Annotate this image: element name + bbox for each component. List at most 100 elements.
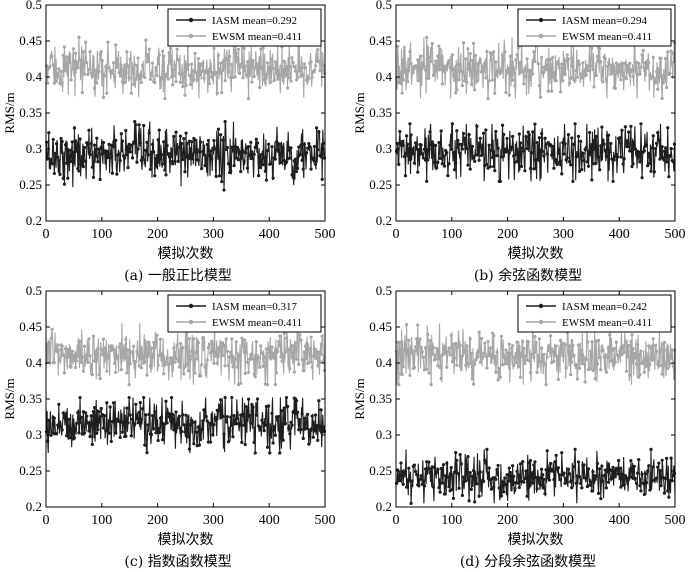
data-point [517,132,521,136]
data-point [600,464,604,468]
data-point [640,53,644,57]
data-point [147,344,151,348]
data-point [57,402,61,406]
data-point [55,432,59,436]
data-point [600,72,604,76]
data-point [464,57,468,61]
data-point [75,359,79,363]
data-point [202,153,206,157]
data-point [95,431,99,435]
data-point [451,496,456,501]
data-point [70,67,74,71]
data-point [584,357,588,362]
data-point [319,352,323,356]
data-point [557,473,562,477]
data-point [607,480,611,484]
y-tick-label: 0.2 [26,499,42,514]
data-point [663,361,668,365]
y-tick-label: 0.3 [376,141,392,156]
data-point [322,429,327,433]
data-point [290,173,294,177]
x-tick-label: 300 [553,227,574,242]
data-point [106,429,110,433]
data-point [531,481,535,485]
x-tick-label: 500 [665,513,686,528]
data-point [222,432,226,436]
data-point [176,159,180,163]
data-point [461,131,466,136]
data-point [277,340,281,344]
data-point [644,143,649,147]
data-point [590,46,594,51]
data-point [85,414,89,418]
data-point [671,364,675,368]
data-point [594,134,598,138]
data-point [187,447,192,451]
data-point [119,420,123,424]
data-point [522,480,526,484]
data-point [232,359,236,363]
data-point [473,159,477,163]
series-markers-ewsm [394,322,677,387]
data-point [193,420,197,424]
data-point [186,435,190,439]
data-point [51,137,55,142]
data-point [474,476,478,481]
data-point [137,364,141,368]
data-point [190,140,194,144]
data-point [461,41,466,45]
data-point [214,354,218,358]
series-ewsm [394,322,677,387]
data-point [559,477,563,482]
data-point [471,41,476,45]
data-point [275,350,280,354]
data-point [241,414,245,418]
data-point [84,40,88,44]
data-point [271,351,275,355]
data-point [494,370,498,374]
data-point [144,355,148,359]
data-point [574,363,578,367]
data-point [407,57,411,61]
data-point [621,162,625,166]
data-point [219,348,223,352]
data-point [168,46,173,50]
data-point [258,365,262,369]
data-point [489,487,494,491]
data-point [540,467,544,471]
data-point [147,47,151,51]
data-point [76,411,80,415]
series-ewsm [44,323,327,387]
data-point [205,358,209,362]
data-point [148,167,152,172]
data-point [251,357,255,361]
data-point [538,359,543,363]
data-point [529,471,534,475]
data-point [214,174,218,178]
data-point [106,40,110,44]
data-point [162,54,166,58]
data-point [283,71,287,75]
data-point [442,344,447,348]
data-point [94,68,98,73]
data-point [656,87,660,91]
data-point [62,45,67,49]
data-point [441,352,446,356]
data-point [557,353,562,357]
data-point [121,420,126,424]
data-point [656,131,660,135]
data-point [50,161,54,166]
data-point [441,154,446,158]
data-point [253,65,257,70]
data-point [250,352,254,356]
data-point [249,140,253,144]
data-point [251,59,255,63]
data-point [267,351,271,355]
data-point [134,77,138,81]
data-point [87,337,91,341]
data-point [454,161,458,165]
data-point [126,348,130,352]
data-point [132,141,136,145]
data-point [439,466,443,471]
data-point [221,353,225,358]
